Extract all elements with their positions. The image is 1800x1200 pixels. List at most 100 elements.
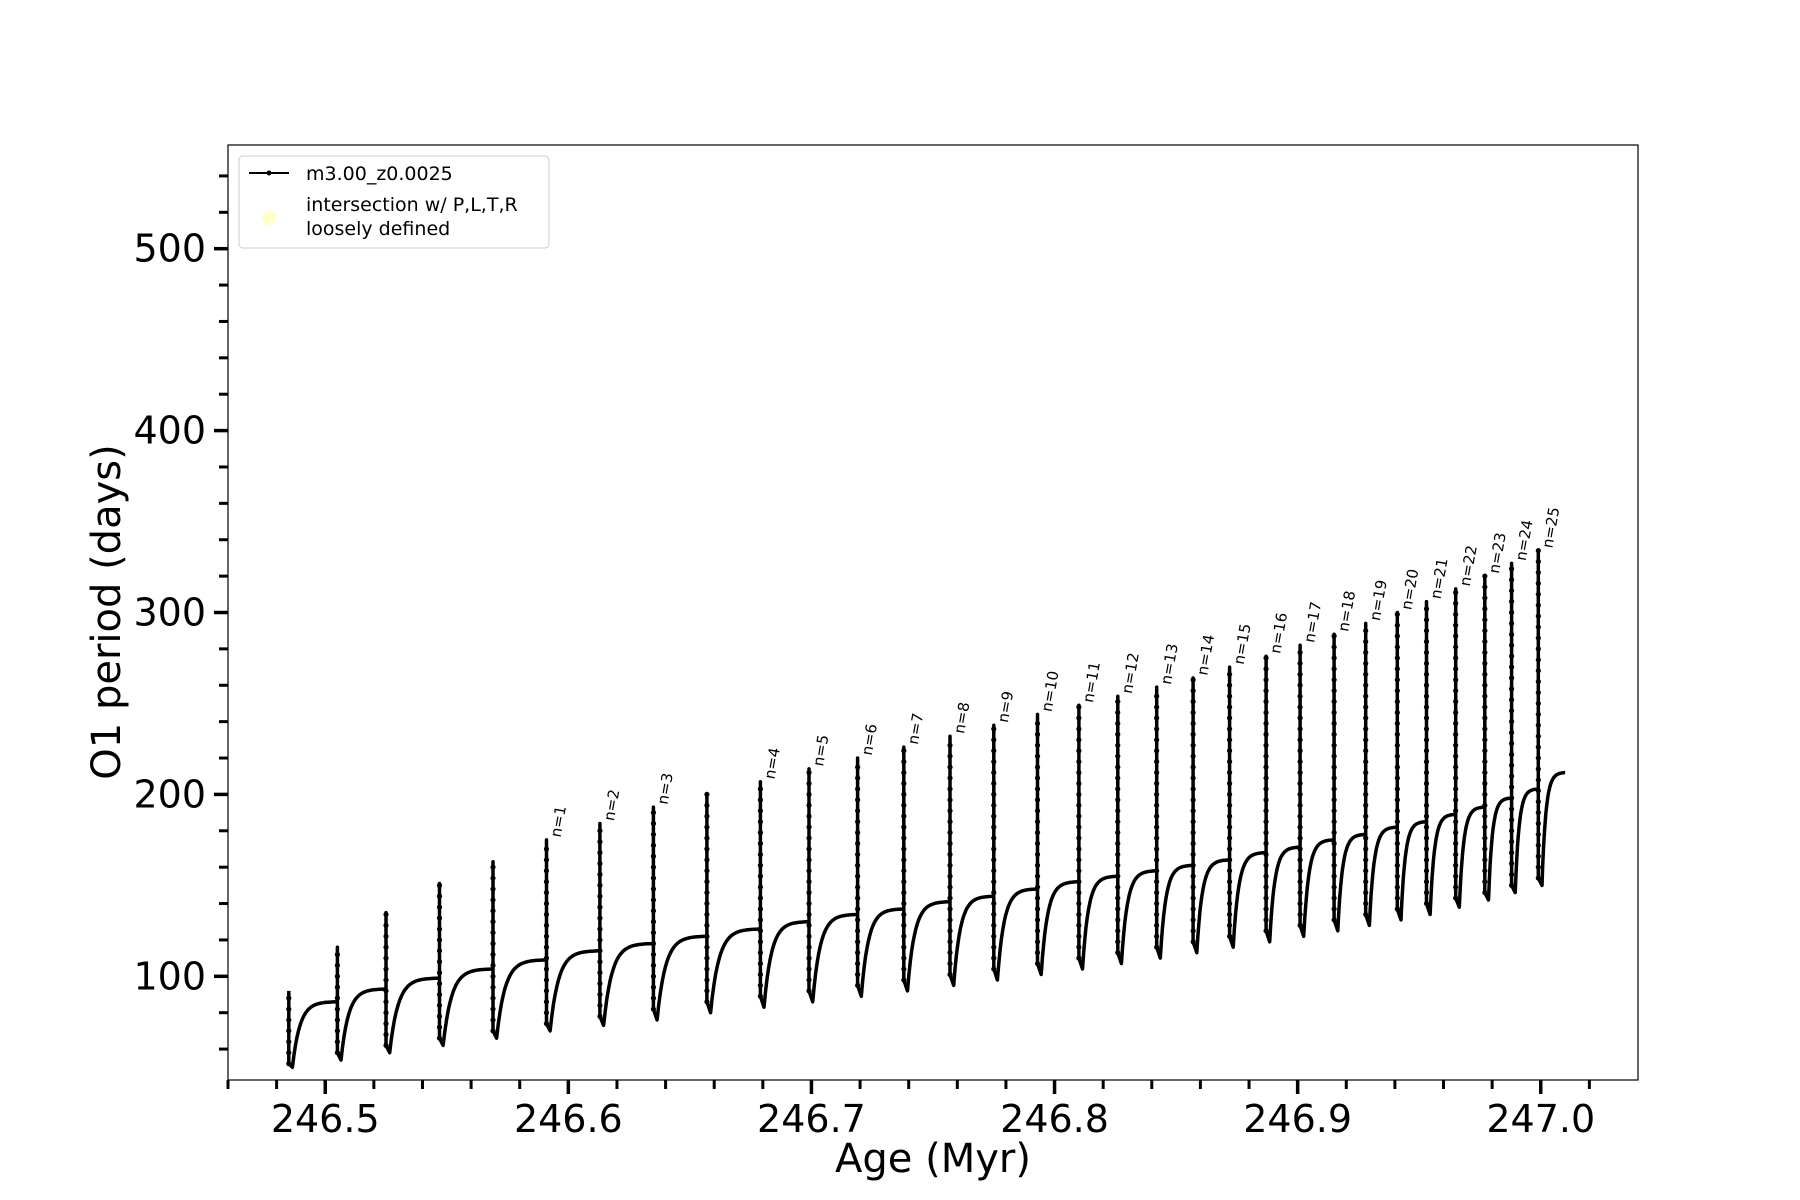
series-point: [650, 908, 657, 914]
series-point: [1226, 835, 1233, 841]
series-point: [334, 973, 340, 979]
series-point: [901, 780, 907, 787]
series-point: [757, 819, 763, 825]
series-point: [1331, 906, 1337, 912]
series-point: [383, 911, 389, 918]
series-point: [901, 933, 907, 939]
series-point: [991, 780, 997, 787]
series-point: [1115, 950, 1121, 956]
series-point: [490, 984, 496, 990]
series-point: [704, 999, 710, 1005]
series-point: [1190, 775, 1196, 781]
series-point: [1076, 791, 1082, 798]
series-point: [286, 1017, 292, 1023]
series-point: [1423, 726, 1430, 732]
series-point: [1363, 911, 1369, 918]
series-point: [704, 911, 710, 918]
series-point: [1535, 722, 1541, 728]
series-point: [855, 906, 861, 912]
series-point: [650, 995, 657, 1001]
series-point: [757, 851, 763, 858]
series-point: [1535, 668, 1541, 674]
series-point: [1482, 748, 1488, 754]
series-point: [1423, 704, 1430, 710]
series-point: [1453, 764, 1459, 770]
series-point: [334, 1039, 340, 1045]
pulse-annotation: n=4: [761, 746, 784, 780]
series-point: [1423, 900, 1430, 907]
series-point: [436, 959, 443, 965]
series-point: [806, 802, 812, 808]
series-point: [383, 933, 389, 939]
series-point: [1482, 649, 1488, 656]
series-point: [901, 977, 907, 983]
series-point: [650, 951, 657, 958]
series-point: [1190, 699, 1196, 705]
series-point: [1226, 890, 1233, 896]
series-point: [1154, 693, 1160, 699]
series-point: [1034, 840, 1041, 847]
series-point: [597, 839, 603, 845]
series-point: [901, 922, 907, 928]
series-point: [947, 775, 953, 781]
series-point: [1115, 775, 1121, 781]
series-point: [1423, 660, 1430, 667]
series-point: [436, 904, 443, 910]
series-point: [1226, 933, 1233, 939]
series-point: [490, 1006, 496, 1012]
series-point: [704, 890, 710, 896]
series-point: [1297, 846, 1303, 852]
series-point: [1423, 617, 1430, 623]
series-point: [1154, 769, 1160, 776]
series-point: [1297, 802, 1303, 808]
series-point: [1115, 699, 1121, 705]
series-point: [1508, 631, 1515, 637]
series-point: [597, 882, 603, 888]
series-point: [1331, 873, 1337, 879]
plot-frame: [227, 144, 1639, 1081]
x-tick-label: 246.9: [1243, 1097, 1352, 1141]
series-point: [1423, 846, 1430, 852]
series-point: [704, 955, 710, 961]
series-point: [1076, 911, 1082, 918]
series-point: [1423, 671, 1430, 677]
series-point: [1190, 939, 1196, 945]
series-point: [1508, 729, 1515, 736]
series-point: [1034, 742, 1041, 748]
series-point: [1226, 748, 1233, 754]
series-point: [597, 959, 603, 965]
series-point: [947, 753, 953, 759]
series-point: [1263, 655, 1269, 661]
series-point: [1535, 700, 1541, 707]
series-point: [1482, 813, 1488, 819]
series-point: [1423, 802, 1430, 808]
series-point: [704, 977, 710, 983]
series-point: [1508, 566, 1515, 572]
series-point: [383, 1031, 389, 1038]
series-point: [1115, 884, 1121, 890]
series-point: [1190, 873, 1196, 879]
series-point: [1331, 917, 1337, 923]
series-point: [650, 886, 657, 892]
series-point: [1482, 737, 1488, 743]
series-point: [806, 868, 812, 874]
series-point: [1190, 786, 1196, 792]
series-point: [855, 786, 861, 792]
series-point: [436, 882, 443, 888]
series-point: [1263, 884, 1269, 890]
series-point: [704, 966, 710, 972]
series-point: [1423, 857, 1430, 863]
series-point: [1226, 737, 1233, 743]
series-point: [1076, 900, 1082, 907]
pulse-annotation: n=6: [858, 722, 881, 756]
series-point: [1508, 588, 1515, 594]
series-point: [1453, 611, 1459, 617]
series-point: [1453, 720, 1459, 727]
series-point: [543, 1010, 550, 1016]
series-point: [1394, 709, 1400, 716]
series-point: [436, 1035, 443, 1041]
series-point: [1034, 928, 1041, 934]
series-point: [855, 895, 861, 901]
x-axis-label: Age (Myr): [835, 1136, 1031, 1182]
series-point: [1535, 853, 1541, 859]
